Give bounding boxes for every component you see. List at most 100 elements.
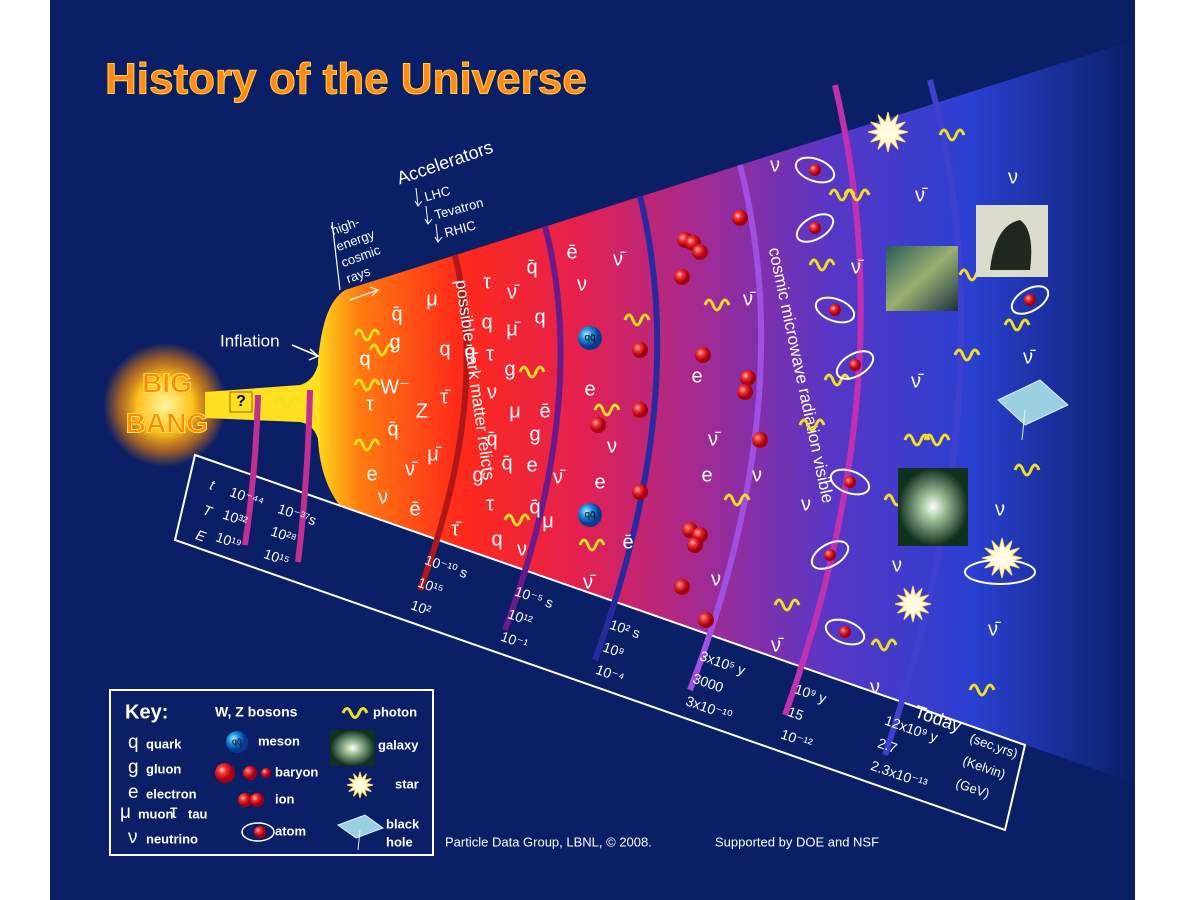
ion bbox=[590, 417, 606, 433]
photon bbox=[828, 188, 856, 202]
photon bbox=[578, 538, 606, 552]
key-label: hole bbox=[386, 834, 413, 849]
photon bbox=[938, 128, 966, 142]
particle: ν̄ bbox=[613, 248, 626, 270]
accelerator-label: LHC bbox=[423, 183, 452, 204]
particle: ν bbox=[995, 498, 1005, 520]
particle: τ bbox=[486, 343, 494, 365]
ion bbox=[740, 370, 756, 386]
arrow bbox=[414, 187, 423, 207]
epoch-arc bbox=[417, 254, 470, 592]
key-symbol: g bbox=[128, 757, 139, 778]
ion bbox=[698, 612, 714, 628]
key-label: photon bbox=[373, 704, 417, 719]
big-bang-glow bbox=[103, 343, 227, 467]
particle: W⁻ bbox=[380, 376, 409, 398]
atom-orbit bbox=[810, 540, 850, 570]
key-label: baryon bbox=[275, 764, 318, 779]
particle: q bbox=[439, 338, 450, 360]
particle: ν̄ bbox=[1023, 346, 1036, 368]
particle: μ bbox=[542, 510, 554, 532]
key-label: star bbox=[395, 776, 419, 791]
particle: e bbox=[584, 378, 595, 400]
particle: Z bbox=[416, 400, 428, 422]
ion bbox=[737, 384, 753, 400]
atom-nucleus bbox=[809, 164, 821, 176]
key-ball-icon bbox=[254, 826, 266, 838]
photon bbox=[968, 683, 996, 697]
key-bosons: W, Z bosons bbox=[215, 704, 298, 720]
key-title: Key: bbox=[125, 701, 168, 723]
atom-orbit bbox=[1010, 285, 1050, 315]
particle: e bbox=[691, 365, 702, 387]
photon bbox=[353, 328, 381, 342]
meson bbox=[578, 503, 602, 527]
particle: ν bbox=[607, 435, 617, 457]
key-symbol: e bbox=[128, 782, 139, 803]
star bbox=[346, 771, 374, 799]
particle: ν̄ bbox=[988, 618, 1001, 640]
unknown-mark: ? bbox=[236, 393, 246, 410]
meson-label: qq̄ bbox=[584, 333, 595, 344]
key-label: electron bbox=[146, 786, 197, 801]
key-ball-icon bbox=[261, 768, 271, 778]
timeline-value: 10² bbox=[409, 597, 434, 619]
key-label: black bbox=[386, 816, 420, 831]
particle: ν bbox=[770, 154, 780, 176]
particle: e bbox=[594, 471, 605, 493]
star bbox=[981, 537, 1023, 579]
key-label: quark bbox=[146, 736, 182, 751]
particle: μ bbox=[426, 288, 438, 310]
particle: μ̄ bbox=[506, 318, 521, 340]
atom-orbit bbox=[829, 468, 871, 496]
credit: Supported by DOE and NSF bbox=[715, 834, 879, 849]
particle: ν̄ bbox=[553, 466, 566, 488]
key-label: atom bbox=[275, 823, 306, 838]
particle: e bbox=[526, 454, 537, 476]
photon bbox=[368, 343, 396, 357]
photon bbox=[923, 433, 951, 447]
atom-orbit bbox=[795, 213, 835, 243]
title: History of the Universe bbox=[105, 55, 587, 104]
key-symbol: τ bbox=[170, 802, 178, 823]
atom-nucleus bbox=[1024, 294, 1036, 306]
photon bbox=[1013, 463, 1041, 477]
particle: ν bbox=[892, 554, 902, 576]
particle: ν̄ bbox=[851, 256, 864, 278]
arrow bbox=[291, 344, 320, 361]
photon bbox=[953, 348, 981, 362]
ion bbox=[752, 432, 768, 448]
photon bbox=[870, 638, 898, 652]
ion bbox=[632, 484, 648, 500]
photon bbox=[273, 395, 301, 409]
ion bbox=[674, 579, 690, 595]
particle: ν̄ bbox=[583, 571, 596, 593]
particle: ν bbox=[711, 568, 721, 590]
credit: Particle Data Group, LBNL, © 2008. bbox=[445, 834, 652, 849]
meson-label: qq̄ bbox=[584, 510, 595, 521]
key-label: galaxy bbox=[378, 737, 419, 752]
photon bbox=[723, 493, 751, 507]
particle: q̄ bbox=[387, 418, 398, 440]
particle: g bbox=[529, 423, 540, 445]
atom-nucleus bbox=[824, 549, 836, 561]
key-photon-icon bbox=[341, 707, 369, 719]
photon bbox=[593, 403, 621, 417]
atom-nucleus bbox=[849, 359, 861, 371]
arrow bbox=[331, 221, 380, 301]
photon bbox=[503, 513, 531, 527]
meson-label: qq̄ bbox=[232, 736, 242, 746]
timeline-row-label: t bbox=[208, 476, 218, 493]
particle: τ̄ bbox=[440, 386, 451, 408]
particle: ν̄ bbox=[771, 634, 784, 656]
photon bbox=[1003, 318, 1031, 332]
photon bbox=[773, 598, 801, 612]
particle: ν̄ bbox=[405, 458, 418, 480]
particle: g bbox=[389, 331, 400, 353]
atom-orbit bbox=[814, 296, 856, 324]
ion bbox=[632, 342, 648, 358]
key-symbol: ν bbox=[128, 827, 138, 848]
photon bbox=[823, 373, 851, 387]
particle: μ̄ bbox=[427, 443, 442, 465]
